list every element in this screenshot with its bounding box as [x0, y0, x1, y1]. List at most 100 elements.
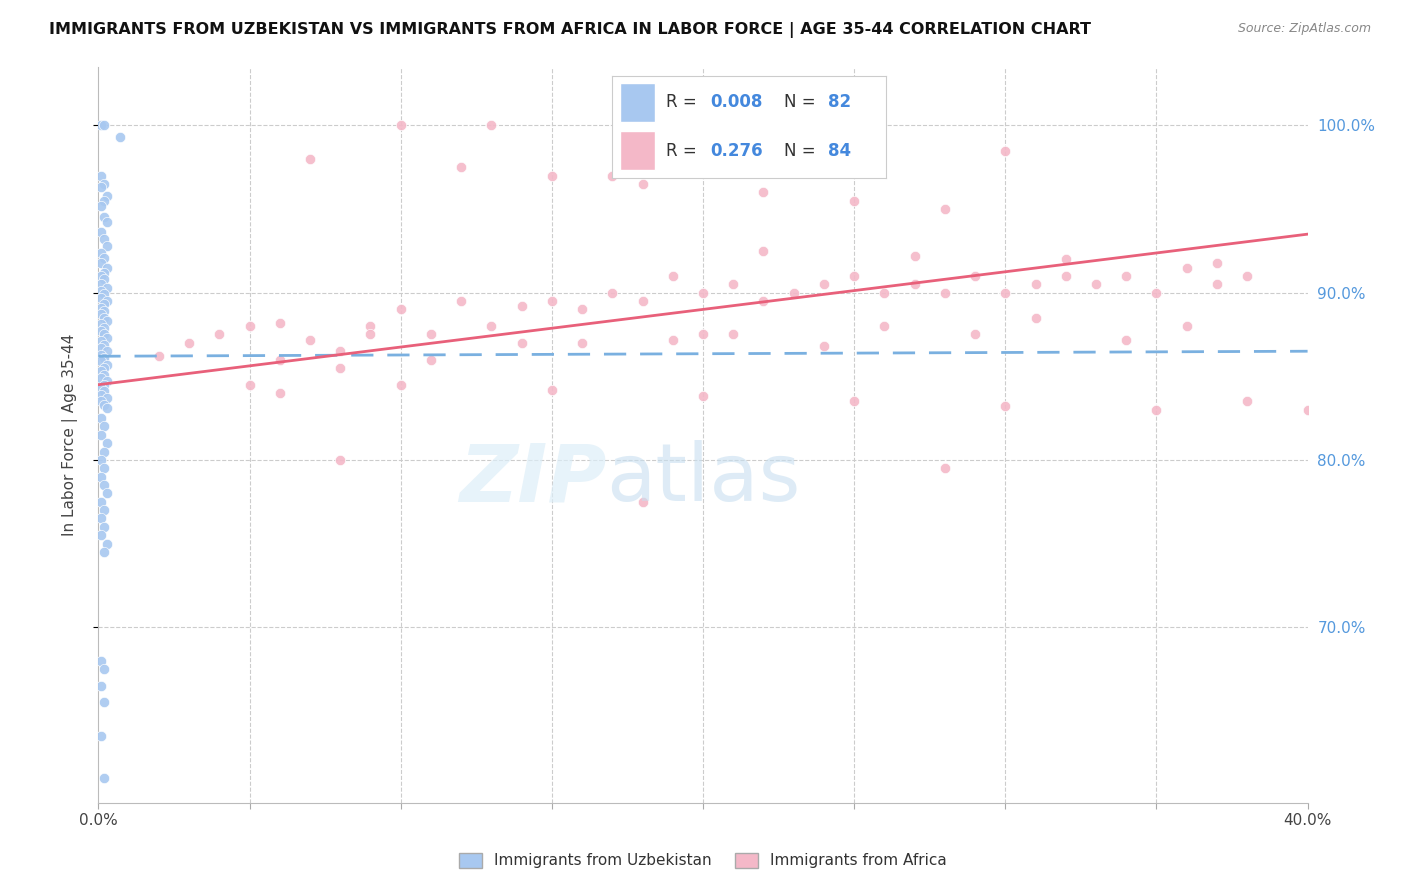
Point [540, 383, 562, 397]
Point [844, 268, 866, 283]
Point [299, 152, 322, 166]
Point [934, 285, 956, 300]
Point [420, 352, 443, 367]
Point [723, 277, 745, 292]
Point [1024, 310, 1046, 325]
Point [571, 335, 593, 350]
Point [96, 239, 118, 253]
Point [389, 302, 412, 317]
Point [90, 301, 112, 315]
Point [93, 177, 115, 191]
Point [90, 494, 112, 508]
Point [631, 293, 654, 308]
Point [692, 389, 714, 403]
Point [90, 411, 112, 425]
Point [1144, 285, 1167, 300]
Point [602, 285, 624, 300]
Text: N =: N = [785, 94, 821, 112]
Point [90, 679, 112, 693]
Point [329, 360, 352, 375]
Point [1054, 268, 1077, 283]
Point [692, 285, 714, 300]
Point [420, 327, 443, 342]
Point [904, 277, 927, 292]
Point [90, 199, 112, 213]
Point [1236, 394, 1258, 409]
Point [90, 307, 112, 321]
Point [93, 384, 115, 399]
Point [873, 319, 896, 334]
Text: 0.008: 0.008 [710, 94, 762, 112]
Point [1236, 268, 1258, 283]
Point [783, 138, 806, 153]
Point [269, 386, 291, 401]
Point [994, 400, 1017, 414]
Point [1024, 277, 1046, 292]
Point [93, 211, 115, 225]
Point [96, 536, 118, 550]
Point [90, 245, 112, 260]
Point [93, 297, 115, 311]
Point [239, 377, 262, 392]
Point [540, 169, 562, 183]
Point [602, 169, 624, 183]
Point [96, 314, 118, 328]
Text: atlas: atlas [606, 440, 800, 518]
Point [692, 132, 714, 146]
Point [90, 324, 112, 338]
Point [510, 335, 533, 350]
Point [93, 503, 115, 517]
Point [360, 327, 382, 342]
Point [96, 260, 118, 275]
Point [93, 478, 115, 492]
Point [90, 255, 112, 269]
Point [96, 293, 118, 308]
Point [90, 277, 112, 292]
Point [1206, 255, 1229, 269]
Point [93, 232, 115, 246]
Point [934, 202, 956, 216]
Point [90, 347, 112, 362]
Point [450, 160, 472, 174]
Point [90, 354, 112, 368]
Point [90, 654, 112, 668]
Point [96, 358, 118, 372]
Point [108, 130, 131, 145]
Text: 0.276: 0.276 [710, 142, 763, 160]
Point [90, 371, 112, 385]
Point [90, 180, 112, 194]
Point [208, 327, 231, 342]
Point [239, 319, 262, 334]
Point [93, 287, 115, 301]
Point [148, 349, 170, 363]
Point [93, 327, 115, 342]
Point [96, 188, 118, 202]
Point [450, 293, 472, 308]
Legend: Immigrants from Uzbekistan, Immigrants from Africa: Immigrants from Uzbekistan, Immigrants f… [451, 846, 955, 876]
Point [96, 331, 118, 345]
Point [96, 344, 118, 359]
Point [96, 215, 118, 229]
Point [844, 394, 866, 409]
Point [752, 186, 775, 200]
Point [1296, 402, 1319, 417]
Point [299, 333, 322, 347]
Point [1206, 277, 1229, 292]
Point [994, 285, 1017, 300]
Text: IMMIGRANTS FROM UZBEKISTAN VS IMMIGRANTS FROM AFRICA IN LABOR FORCE | AGE 35-44 : IMMIGRANTS FROM UZBEKISTAN VS IMMIGRANTS… [49, 22, 1091, 38]
Point [93, 545, 115, 559]
Point [965, 327, 987, 342]
Point [813, 277, 835, 292]
Point [90, 318, 112, 332]
Point [965, 268, 987, 283]
Text: R =: R = [666, 94, 703, 112]
Point [481, 319, 503, 334]
Text: 84: 84 [828, 142, 851, 160]
Point [360, 319, 382, 334]
Point [752, 244, 775, 258]
Point [90, 453, 112, 467]
Point [96, 486, 118, 500]
Point [1144, 402, 1167, 417]
Point [90, 387, 112, 401]
Point [1115, 268, 1137, 283]
